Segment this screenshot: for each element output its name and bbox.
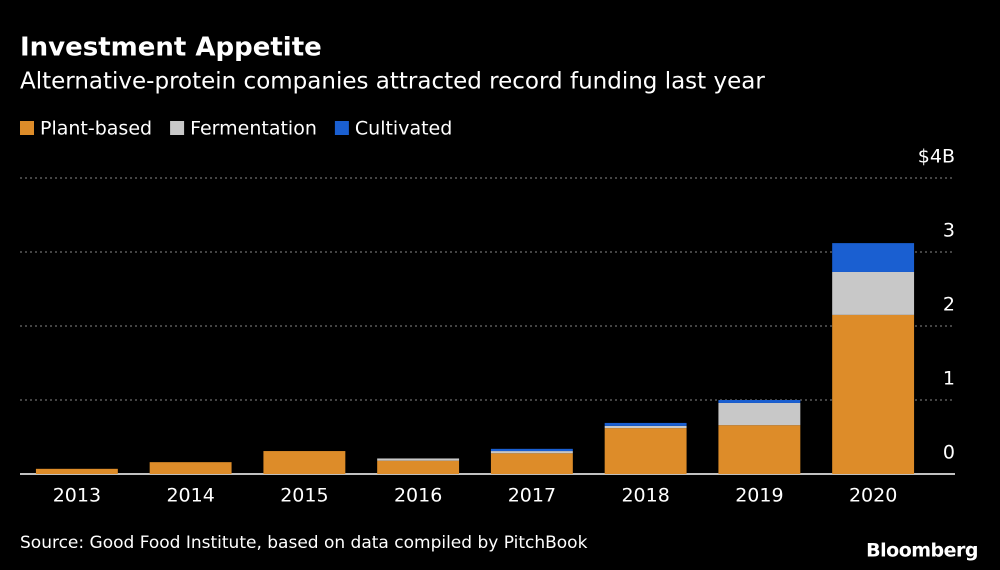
x-tick-label: 2013: [53, 485, 101, 507]
x-tick-label: 2014: [166, 485, 214, 507]
bar-segment: [490, 453, 573, 474]
y-tick-label: 1: [943, 368, 955, 390]
bar-segment: [718, 402, 801, 426]
bar-segment: [604, 428, 687, 474]
bar-segment: [377, 460, 460, 474]
legend-label: Cultivated: [355, 118, 452, 140]
x-tick-label: 2016: [394, 485, 442, 507]
x-tick-label: 2018: [621, 485, 669, 507]
legend-swatch: [334, 121, 349, 135]
bar-segment: [718, 400, 801, 403]
bar-segment: [490, 451, 573, 454]
x-tick-label: 2019: [735, 485, 783, 507]
y-tick-label: 2: [943, 294, 955, 316]
x-tick-label: 2015: [280, 485, 328, 507]
bar-segment: [377, 458, 460, 461]
bar-segment: [718, 425, 801, 474]
bar-segment: [604, 422, 687, 426]
bar-segment: [149, 462, 232, 474]
chart-subtitle: Alternative-protein companies attracted …: [20, 69, 765, 95]
y-tick-label: 0: [943, 442, 955, 464]
legend-swatch: [20, 121, 34, 135]
y-tick-label: 3: [943, 220, 955, 242]
bar-segment: [35, 468, 118, 474]
bar-segment: [832, 271, 915, 315]
legend-swatch: [170, 121, 185, 135]
brand: Bloomberg: [866, 540, 978, 562]
y-tick-label: $4B: [918, 146, 955, 168]
x-tick-label: 2020: [849, 485, 897, 507]
bar-segment: [832, 314, 915, 474]
bar-segment: [604, 425, 687, 429]
bar-segment: [263, 451, 346, 474]
bar-segment: [490, 448, 573, 452]
chart-title: Investment Appetite: [20, 33, 322, 63]
source: Source: Good Food Institute, based on da…: [20, 533, 588, 553]
bar-segment: [832, 243, 915, 272]
x-tick-label: 2017: [508, 485, 556, 507]
legend-label: Fermentation: [190, 118, 317, 140]
legend-label: Plant-based: [40, 118, 152, 140]
